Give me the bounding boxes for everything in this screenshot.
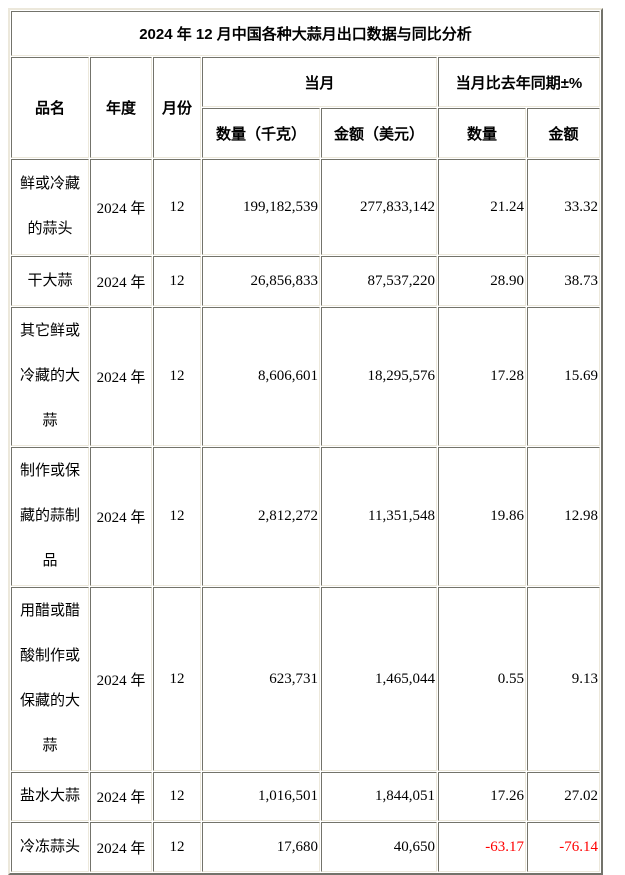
cell-month: 12 bbox=[153, 256, 201, 306]
cell-product: 鲜或冷藏的蒜头 bbox=[11, 159, 89, 255]
col-header-amount-usd: 金额（美元） bbox=[321, 108, 437, 158]
cell-amount-pct: 27.02 bbox=[527, 772, 600, 821]
table-row: 制作或保藏的蒜制品 2024 年 12 2,812,272 11,351,548… bbox=[11, 447, 600, 586]
cell-product: 干大蒜 bbox=[11, 256, 89, 306]
cell-month: 12 bbox=[153, 587, 201, 771]
cell-month: 12 bbox=[153, 447, 201, 586]
cell-amount-pct: -76.14 bbox=[527, 822, 600, 872]
cell-year: 2024 年 bbox=[90, 587, 152, 771]
cell-amount: 87,537,220 bbox=[321, 256, 437, 306]
table-row: 其它鲜或冷藏的大蒜 2024 年 12 8,606,601 18,295,576… bbox=[11, 307, 600, 446]
table-row: 干大蒜 2024 年 12 26,856,833 87,537,220 28.9… bbox=[11, 256, 600, 306]
cell-qty: 26,856,833 bbox=[202, 256, 320, 306]
col-header-qty-kg: 数量（千克） bbox=[202, 108, 320, 158]
table-row: 品名 年度 月份 当月 当月比去年同期±% bbox=[11, 57, 600, 158]
cell-qty-pct: 0.55 bbox=[438, 587, 526, 771]
table-row: 冷冻蒜头 2024 年 12 17,680 40,650 -63.17 -76.… bbox=[11, 822, 600, 872]
cell-product: 盐水大蒜 bbox=[11, 772, 89, 821]
cell-year: 2024 年 bbox=[90, 256, 152, 306]
cell-year: 2024 年 bbox=[90, 772, 152, 821]
cell-amount: 1,844,051 bbox=[321, 772, 437, 821]
cell-qty-pct: 19.86 bbox=[438, 447, 526, 586]
cell-month: 12 bbox=[153, 159, 201, 255]
garlic-export-table: 2024 年 12 月中国各种大蒜月出口数据与同比分析 品名 年度 月份 当月 … bbox=[8, 8, 603, 875]
cell-year: 2024 年 bbox=[90, 307, 152, 446]
cell-amount-pct: 33.32 bbox=[527, 159, 600, 255]
cell-amount-pct: 15.69 bbox=[527, 307, 600, 446]
table-row: 盐水大蒜 2024 年 12 1,016,501 1,844,051 17.26… bbox=[11, 772, 600, 821]
cell-amount-pct: 38.73 bbox=[527, 256, 600, 306]
cell-year: 2024 年 bbox=[90, 159, 152, 255]
table-row: 数量（千克） 金额（美元） 数量 金额 bbox=[11, 108, 600, 158]
cell-amount: 40,650 bbox=[321, 822, 437, 872]
cell-qty: 17,680 bbox=[202, 822, 320, 872]
cell-year: 2024 年 bbox=[90, 822, 152, 872]
cell-product: 制作或保藏的蒜制品 bbox=[11, 447, 89, 586]
cell-month: 12 bbox=[153, 307, 201, 446]
cell-month: 12 bbox=[153, 822, 201, 872]
cell-amount: 11,351,548 bbox=[321, 447, 437, 586]
table-row: 用醋或醋酸制作或保藏的大蒜 2024 年 12 623,731 1,465,04… bbox=[11, 587, 600, 771]
cell-amount: 277,833,142 bbox=[321, 159, 437, 255]
cell-qty-pct: 17.28 bbox=[438, 307, 526, 446]
cell-month: 12 bbox=[153, 772, 201, 821]
col-header-year: 年度 bbox=[90, 57, 152, 158]
page-title: 2024 年 12 月中国各种大蒜月出口数据与同比分析 bbox=[11, 11, 600, 56]
cell-qty-pct: 21.24 bbox=[438, 159, 526, 255]
cell-qty-pct: 28.90 bbox=[438, 256, 526, 306]
col-header-month: 月份 bbox=[153, 57, 201, 158]
col-group-yoy: 当月比去年同期±% bbox=[438, 57, 600, 107]
col-group-current-month: 当月 bbox=[202, 57, 437, 107]
col-header-qty-pct: 数量 bbox=[438, 108, 526, 158]
cell-qty: 623,731 bbox=[202, 587, 320, 771]
col-header-product: 品名 bbox=[11, 57, 89, 158]
cell-amount: 18,295,576 bbox=[321, 307, 437, 446]
cell-product: 其它鲜或冷藏的大蒜 bbox=[11, 307, 89, 446]
cell-product: 用醋或醋酸制作或保藏的大蒜 bbox=[11, 587, 89, 771]
cell-amount-pct: 9.13 bbox=[527, 587, 600, 771]
cell-qty: 1,016,501 bbox=[202, 772, 320, 821]
table-row: 鲜或冷藏的蒜头 2024 年 12 199,182,539 277,833,14… bbox=[11, 159, 600, 255]
cell-qty-pct: 17.26 bbox=[438, 772, 526, 821]
cell-amount: 1,465,044 bbox=[321, 587, 437, 771]
table-row: 2024 年 12 月中国各种大蒜月出口数据与同比分析 bbox=[11, 11, 600, 56]
cell-qty-pct: -63.17 bbox=[438, 822, 526, 872]
cell-amount-pct: 12.98 bbox=[527, 447, 600, 586]
cell-year: 2024 年 bbox=[90, 447, 152, 586]
cell-qty: 2,812,272 bbox=[202, 447, 320, 586]
cell-qty: 8,606,601 bbox=[202, 307, 320, 446]
cell-qty: 199,182,539 bbox=[202, 159, 320, 255]
col-header-amount-pct: 金额 bbox=[527, 108, 600, 158]
cell-product: 冷冻蒜头 bbox=[11, 822, 89, 872]
